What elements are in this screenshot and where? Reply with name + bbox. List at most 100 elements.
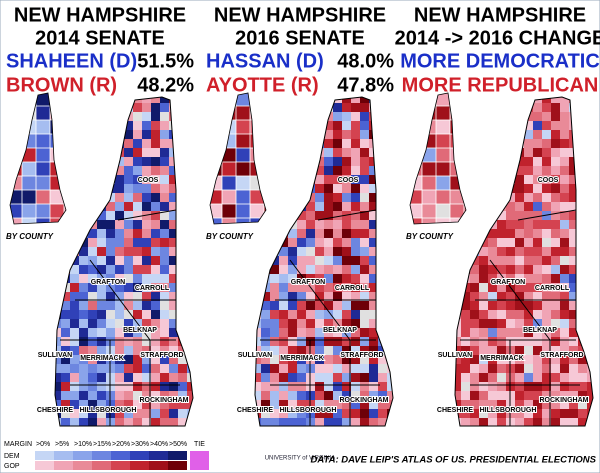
legend-bin: >20%	[112, 441, 130, 448]
town	[306, 409, 316, 419]
town	[515, 256, 525, 266]
town	[524, 274, 534, 284]
town	[270, 274, 280, 284]
town	[542, 193, 552, 203]
town	[578, 391, 588, 401]
town	[360, 193, 370, 203]
candidate-name: BROWN (R)	[6, 74, 117, 96]
town	[378, 355, 388, 365]
town	[124, 193, 134, 203]
town	[279, 283, 289, 293]
town	[270, 346, 280, 356]
town	[524, 211, 534, 221]
town	[497, 274, 507, 284]
town	[455, 346, 462, 356]
town	[169, 391, 179, 401]
town	[497, 400, 507, 410]
town	[351, 328, 361, 338]
town	[315, 319, 325, 329]
town	[587, 373, 593, 383]
town	[524, 301, 534, 311]
town	[115, 238, 125, 248]
town	[160, 148, 170, 158]
candidate-pct: 47.8%	[337, 74, 394, 96]
town	[133, 328, 143, 338]
town	[515, 391, 525, 401]
town	[342, 97, 352, 104]
town	[497, 265, 507, 275]
town	[88, 256, 98, 266]
town	[378, 382, 388, 392]
town	[488, 400, 498, 410]
town	[160, 184, 170, 194]
town	[560, 256, 570, 266]
town	[97, 292, 107, 302]
town	[488, 346, 498, 356]
town	[61, 382, 71, 392]
town	[524, 202, 534, 212]
town	[560, 238, 570, 248]
town	[169, 265, 179, 275]
town	[542, 247, 552, 257]
town	[342, 220, 352, 230]
town	[455, 373, 462, 383]
legend-swatch	[54, 461, 73, 470]
town	[506, 337, 516, 347]
town	[115, 166, 125, 176]
town	[506, 211, 516, 221]
town	[461, 301, 471, 311]
town	[333, 364, 343, 374]
town	[306, 346, 316, 356]
town	[160, 418, 170, 426]
town	[106, 238, 116, 248]
town	[479, 400, 489, 410]
town	[560, 346, 570, 356]
town	[151, 139, 161, 149]
legend-swatch	[54, 451, 73, 460]
town	[524, 265, 534, 275]
town	[115, 211, 125, 221]
town	[333, 130, 343, 140]
county	[35, 119, 51, 135]
town	[306, 238, 316, 248]
town	[333, 247, 343, 257]
town	[70, 409, 80, 419]
town	[142, 202, 152, 212]
town	[551, 211, 561, 221]
town	[133, 157, 143, 167]
town	[351, 283, 361, 293]
town	[515, 202, 525, 212]
inset-outline	[209, 92, 267, 225]
town	[360, 400, 370, 410]
town	[324, 256, 334, 266]
town	[488, 238, 498, 248]
town	[288, 319, 298, 329]
town	[551, 328, 561, 338]
town	[255, 373, 262, 383]
town	[169, 373, 179, 383]
town	[333, 193, 343, 203]
town	[342, 382, 352, 392]
town	[461, 364, 471, 374]
town	[333, 211, 343, 221]
town	[70, 328, 80, 338]
town	[115, 283, 125, 293]
county	[435, 133, 451, 149]
town	[488, 382, 498, 392]
town	[461, 418, 471, 426]
town	[360, 364, 370, 374]
town	[160, 238, 170, 248]
town	[315, 211, 325, 221]
county	[21, 161, 37, 177]
town	[297, 364, 307, 374]
town	[169, 310, 179, 320]
town	[133, 247, 143, 257]
town	[551, 292, 561, 302]
town	[124, 382, 134, 392]
legend-header: MARGIN	[4, 441, 32, 448]
town	[306, 229, 316, 239]
town	[560, 121, 570, 131]
town	[142, 238, 152, 248]
town	[270, 283, 280, 293]
county	[435, 175, 451, 191]
